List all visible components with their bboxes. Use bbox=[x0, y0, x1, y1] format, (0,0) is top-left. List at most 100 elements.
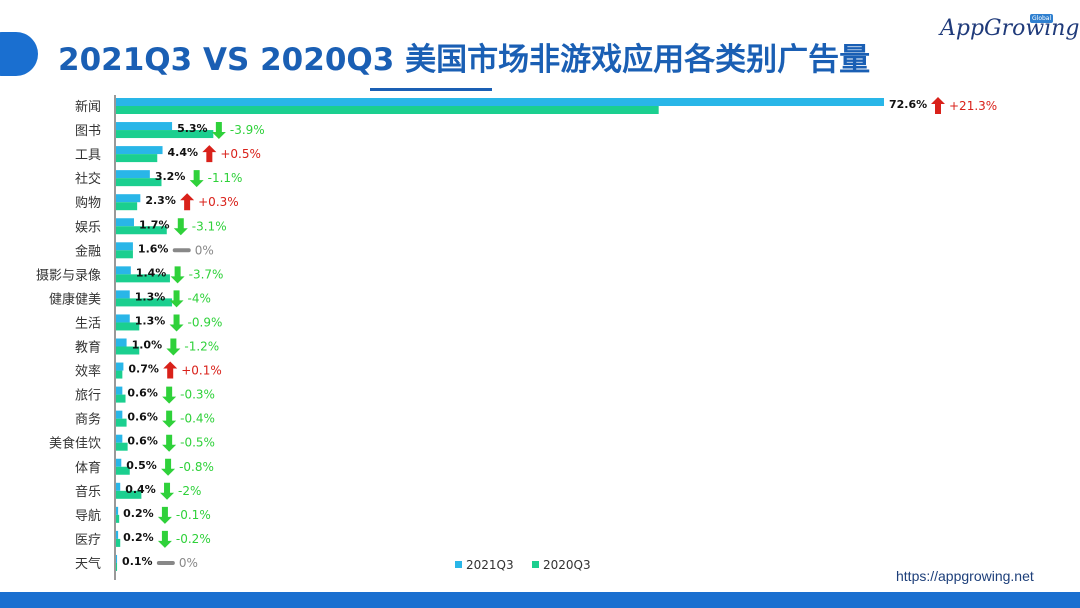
bar-2021q3 bbox=[116, 122, 173, 131]
category-label: 健康健美 bbox=[49, 291, 101, 307]
title-underline bbox=[370, 88, 492, 91]
value-label: 0.1% bbox=[122, 555, 153, 568]
bar-2021q3 bbox=[116, 410, 123, 419]
change-label: -3.9% bbox=[230, 123, 265, 137]
website-url[interactable]: https://appgrowing.net bbox=[896, 568, 1034, 584]
change-label: -1.2% bbox=[184, 340, 219, 354]
bar-2020q3 bbox=[116, 274, 170, 283]
value-label: 1.7% bbox=[139, 218, 170, 231]
category-label: 天气 bbox=[75, 556, 101, 572]
value-label: 0.5% bbox=[126, 459, 157, 472]
category-label: 娱乐 bbox=[75, 220, 101, 235]
value-label: 1.6% bbox=[138, 242, 169, 255]
page-title: 2021Q3 VS 2020Q3 美国市场非游戏应用各类别广告量 bbox=[58, 42, 871, 78]
legend-swatch-2020q3 bbox=[532, 561, 539, 568]
bar-2020q3 bbox=[116, 394, 126, 403]
arrow-up-icon bbox=[180, 193, 195, 211]
category-label: 教育 bbox=[75, 340, 101, 356]
category-label: 体育 bbox=[75, 460, 101, 476]
bar-2021q3 bbox=[116, 170, 150, 179]
category-label: 效率 bbox=[75, 364, 101, 380]
value-label: 1.3% bbox=[135, 290, 166, 303]
bar-2020q3 bbox=[116, 250, 133, 259]
value-label: 4.4% bbox=[168, 146, 199, 159]
bar-2021q3 bbox=[116, 218, 134, 227]
category-label: 生活 bbox=[75, 316, 101, 331]
arrow-down-icon bbox=[162, 410, 177, 428]
flat-dash-icon bbox=[156, 560, 175, 565]
value-label: 0.2% bbox=[123, 531, 154, 544]
bar-2020q3 bbox=[116, 514, 120, 523]
category-label: 图书 bbox=[75, 124, 101, 139]
arrow-down-icon bbox=[189, 170, 204, 188]
category-label: 购物 bbox=[75, 195, 101, 211]
category-label: 摄影与录像 bbox=[36, 268, 101, 283]
category-label: 工具 bbox=[75, 148, 101, 163]
category-label: 商务 bbox=[75, 412, 101, 428]
arrow-down-icon bbox=[157, 506, 172, 524]
change-label: -2% bbox=[178, 484, 201, 498]
bar-2021q3 bbox=[116, 146, 163, 155]
arrow-down-icon bbox=[162, 386, 177, 404]
bar-2020q3 bbox=[116, 562, 118, 571]
category-label: 旅行 bbox=[75, 389, 101, 404]
value-label: 0.7% bbox=[128, 363, 159, 376]
bar-2020q3 bbox=[116, 418, 127, 427]
bar-2021q3 bbox=[116, 386, 123, 395]
arrow-down-icon bbox=[160, 482, 175, 500]
bar-2021q3 bbox=[116, 434, 123, 443]
category-label: 音乐 bbox=[75, 484, 101, 500]
value-label: 0.4% bbox=[125, 483, 156, 496]
change-label: -0.8% bbox=[179, 460, 214, 474]
bar-2020q3 bbox=[116, 322, 140, 331]
bar-2020q3 bbox=[116, 226, 167, 235]
value-label: 0.6% bbox=[127, 411, 158, 424]
bottom-bar bbox=[0, 592, 1080, 608]
bar-2020q3 bbox=[116, 178, 162, 187]
arrow-down-icon bbox=[166, 338, 181, 356]
bar-2020q3 bbox=[116, 202, 138, 211]
change-label: -0.3% bbox=[180, 388, 215, 402]
change-label: -0.1% bbox=[176, 508, 211, 522]
bar-2021q3 bbox=[116, 194, 141, 203]
arrow-down-icon bbox=[211, 122, 226, 140]
bar-2020q3 bbox=[116, 106, 659, 114]
arrow-down-icon bbox=[173, 218, 188, 236]
value-label: 1.4% bbox=[136, 266, 167, 279]
value-label: 1.3% bbox=[135, 314, 166, 327]
change-label: -3.1% bbox=[192, 219, 227, 233]
value-label: 3.2% bbox=[155, 170, 186, 183]
category-label: 医疗 bbox=[75, 533, 101, 548]
change-label: -0.4% bbox=[180, 412, 215, 426]
value-label: 72.6% bbox=[889, 98, 927, 111]
arrow-down-icon bbox=[169, 290, 184, 308]
bar-2021q3 bbox=[116, 482, 121, 491]
flat-dash-icon bbox=[172, 248, 191, 253]
bar-2021q3 bbox=[116, 362, 124, 371]
appgrowing-logo: AppGrowing Global bbox=[940, 14, 1080, 41]
change-label: -0.9% bbox=[188, 315, 223, 329]
bar-2020q3 bbox=[116, 490, 142, 499]
bar-2021q3 bbox=[116, 554, 118, 563]
change-label: -1.1% bbox=[208, 171, 243, 185]
change-label: +0.3% bbox=[198, 195, 239, 209]
bar-2021q3 bbox=[116, 530, 119, 539]
change-label: -0.2% bbox=[176, 532, 211, 546]
title-accent-pill bbox=[0, 32, 38, 76]
bar-2021q3 bbox=[116, 338, 127, 347]
arrow-down-icon bbox=[162, 434, 177, 452]
bar-2020q3 bbox=[116, 442, 128, 451]
value-label: 0.2% bbox=[123, 507, 154, 520]
change-label: -0.5% bbox=[180, 436, 215, 450]
legend-label-2021q3: 2021Q3 bbox=[466, 558, 514, 572]
category-label: 美食佳饮 bbox=[49, 436, 101, 452]
logo-text: AppGrowing bbox=[940, 16, 1080, 41]
bar-2020q3 bbox=[116, 346, 140, 355]
arrow-down-icon bbox=[170, 266, 185, 284]
bar-2021q3 bbox=[116, 290, 130, 299]
arrow-up-icon bbox=[202, 145, 217, 163]
change-label: +21.3% bbox=[949, 99, 997, 113]
value-label: 2.3% bbox=[145, 194, 176, 207]
bar-2020q3 bbox=[116, 538, 121, 547]
